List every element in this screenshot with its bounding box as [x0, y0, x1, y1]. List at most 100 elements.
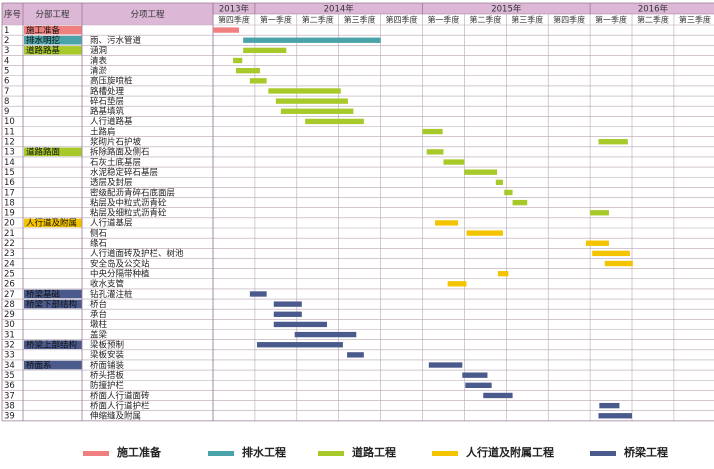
- quarter-label: 第二季度: [637, 15, 669, 25]
- item-label: 桥头搭板: [90, 370, 125, 381]
- header-seq: 序号: [4, 9, 21, 20]
- group-label: 施工准备: [26, 25, 61, 36]
- gantt-bar-9: [280, 108, 354, 114]
- legend: 施工准备 排水工程 道路工程 人行道及附属工程 桥梁工程: [83, 445, 668, 459]
- legend-swatch-ps: [208, 451, 234, 456]
- row-number: 19: [4, 209, 15, 219]
- quarter-label: 第一季度: [427, 15, 459, 25]
- group-cell-bg: [24, 340, 82, 349]
- row-number: 28: [4, 300, 15, 310]
- row-number: 10: [4, 117, 15, 127]
- gantt-bar-16: [495, 179, 503, 185]
- group-label: 桥梁基础: [26, 289, 60, 300]
- item-label: 高压旋喷桩: [90, 76, 133, 87]
- row-number: 37: [4, 391, 15, 401]
- item-label: 粘层及中粒式沥青砼: [90, 197, 167, 208]
- item-label: 碎石垫层: [90, 96, 124, 107]
- gantt-bar-12: [598, 139, 628, 145]
- row-number: 34: [4, 361, 15, 371]
- item-label: 桥面铺装: [90, 360, 125, 371]
- quarter-label: 第二季度: [302, 15, 334, 25]
- gantt-bar-36: [465, 382, 492, 388]
- item-label: 防撞护栏: [90, 380, 125, 391]
- row-number: 3: [4, 46, 9, 56]
- header-item: 分项工程: [130, 10, 165, 20]
- gantt-bar-5: [236, 68, 260, 74]
- gantt-bar-13: [426, 149, 444, 155]
- item-label: 梁板安装: [90, 350, 125, 361]
- row-number: 27: [4, 290, 15, 300]
- group-label: 桥梁上部结构: [26, 340, 77, 351]
- group-cell-bg: [24, 299, 82, 309]
- gantt-bar-33: [347, 352, 364, 358]
- gantt-bar-27: [249, 291, 267, 297]
- item-label: 涵洞: [90, 45, 107, 56]
- group-cell-bg: [24, 218, 82, 228]
- item-label: 土路肩: [90, 126, 116, 137]
- item-label: 墩柱: [90, 319, 108, 330]
- row-number: 12: [4, 138, 15, 148]
- header-left-bg: [2, 3, 213, 25]
- item-label: 人行道路基: [90, 116, 133, 127]
- header-year-bg: [213, 3, 714, 14]
- row-number: 15: [4, 168, 15, 178]
- gantt-bar-23: [592, 250, 630, 257]
- item-label: 粘层及细粒式沥青砼: [90, 208, 167, 219]
- row-number: 38: [4, 401, 15, 411]
- row-number: 11: [4, 127, 15, 137]
- row-number: 4: [4, 56, 9, 66]
- gantt-bar-18: [512, 199, 528, 206]
- gantt-bar-22: [585, 240, 609, 246]
- gantt-bar-7: [268, 88, 341, 94]
- row-number: 25: [4, 269, 15, 279]
- row-number: 22: [4, 239, 15, 249]
- row-number: 5: [4, 66, 9, 76]
- gantt-bar-30: [273, 321, 327, 328]
- legend-swatch-dl: [318, 451, 344, 456]
- bar-layer: [213, 27, 633, 419]
- item-label: 拆除路面及侧石: [90, 147, 150, 158]
- item-label: 桥面人行道面砖: [90, 390, 150, 401]
- group-cell-bg: [24, 25, 82, 35]
- group-cell-bg: [24, 147, 82, 157]
- row-number: 29: [4, 310, 15, 320]
- row-number: 33: [4, 351, 15, 361]
- item-label: 雨、污水管道: [90, 35, 142, 46]
- gantt-bar-3: [243, 47, 287, 54]
- item-label: 石灰土底基层: [90, 157, 141, 168]
- group-label: 道路路面: [26, 147, 61, 158]
- quarter-label: 第四季度: [386, 15, 418, 25]
- group-label: 道路路基: [26, 45, 61, 56]
- year-label: 2016年: [638, 4, 669, 15]
- quarter-label: 第一季度: [260, 15, 292, 25]
- row-number: 16: [4, 178, 15, 188]
- gantt-bar-6: [249, 78, 267, 84]
- gantt-bar-4: [233, 57, 243, 64]
- group-cell-bg: [24, 289, 82, 299]
- gantt-bar-8: [275, 98, 348, 104]
- row-number: 20: [4, 219, 15, 229]
- row-number: 1: [4, 26, 9, 36]
- group-cell-bg: [24, 360, 82, 370]
- item-label: 人行道基层: [90, 218, 133, 229]
- row-number: 14: [4, 158, 15, 168]
- gantt-bar-32: [256, 342, 343, 348]
- item-label: 梁板预制: [90, 340, 124, 351]
- item-label: 中央分隔带种植: [90, 268, 150, 279]
- gantt-bar-26: [447, 281, 467, 287]
- item-label: 人行道面砖及护栏、树池: [90, 248, 184, 259]
- gantt-bar-34: [428, 362, 463, 368]
- row-number: 39: [4, 412, 15, 422]
- gantt-bar-10: [305, 118, 364, 125]
- gantt-bar-25: [497, 271, 509, 277]
- legend-swatch-rx: [432, 451, 458, 456]
- gantt-bar-21: [466, 230, 503, 236]
- item-label: 透层及封层: [90, 177, 133, 188]
- item-label: 水泥稳定碎石基层: [90, 167, 158, 178]
- row-number: 23: [4, 249, 15, 259]
- legend-swatch-sg: [83, 451, 109, 456]
- legend-label-ql: 桥梁工程: [624, 445, 668, 459]
- quarter-label: 第四季度: [218, 15, 250, 25]
- item-label: 清淤: [90, 65, 108, 76]
- quarter-label: 第三季度: [344, 15, 376, 25]
